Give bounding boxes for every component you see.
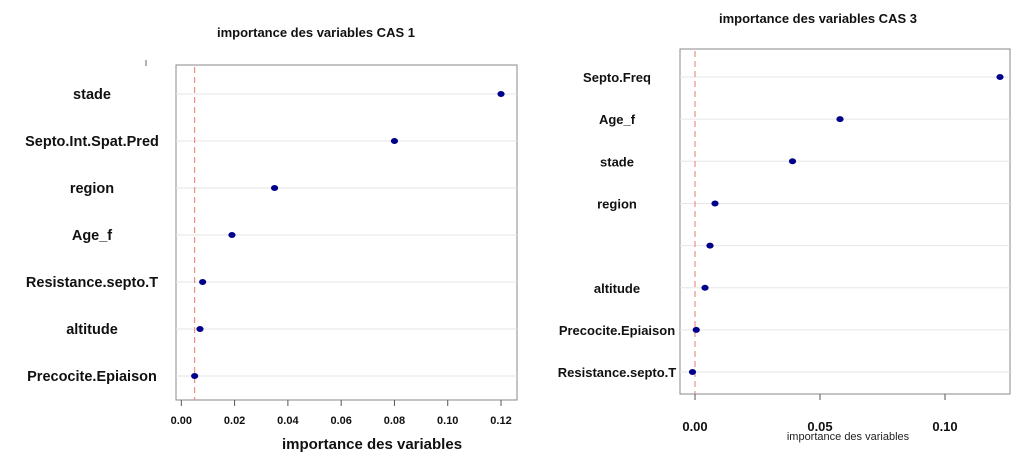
chart-1-tick-label: 0.00 (171, 415, 192, 427)
chart-1-point (199, 279, 207, 285)
chart-1-title: importance des variables CAS 1 (217, 25, 415, 40)
chart-1-category-label: region (70, 181, 114, 197)
chart-3-category-label: region (597, 196, 637, 211)
chart-3-tick-label: 0.00 (682, 419, 707, 434)
chart-3-point (692, 326, 700, 333)
chart-cas-1: importance des variables CAS 1 stade Sept… (25, 25, 518, 453)
chart-1-category-labels: stade Septo.Int.Spat.Pred region Age_f Resis… (25, 87, 159, 385)
chart-1-x-axis-label: importance des variables (282, 436, 462, 453)
chart-3-category-label: Resistance.septo.T (558, 365, 677, 380)
chart-1-points (191, 91, 505, 379)
chart-1-tick-label: 0.12 (490, 415, 511, 427)
chart-3-tick-label: 0.10 (932, 419, 957, 434)
chart-3-point (711, 200, 719, 207)
chart-1-category-label: Age_f (72, 228, 112, 244)
chart-1-tick-label: 0.10 (437, 415, 458, 427)
chart-3-category-label: Age_f (599, 112, 636, 127)
chart-1-point (497, 91, 505, 97)
chart-3-point (788, 158, 797, 165)
chart-1-category-label: Septo.Int.Spat.Pred (25, 134, 159, 150)
chart-3-category-label: Septo.Freq (583, 70, 651, 85)
chart-1-point (270, 185, 279, 191)
chart-3-category-label: stade (600, 154, 634, 169)
chart-1-point (390, 138, 399, 144)
chart-3-title: importance des variables CAS 3 (719, 11, 917, 26)
chart-3-point (701, 284, 709, 291)
chart-3-point (996, 74, 1004, 80)
chart-3-points (688, 74, 1004, 376)
chart-1-point (228, 232, 236, 238)
chart-1-point (191, 373, 199, 379)
chart-1-point (196, 326, 204, 332)
chart-1-tick-label: 0.02 (224, 415, 245, 427)
chart-1-tick-label: 0.06 (330, 415, 351, 427)
chart-3-point (688, 369, 697, 376)
chart-1-x-ticks: 0.00 0.02 0.04 0.06 0.08 0.10 0.12 (171, 400, 512, 427)
chart-3-x-ticks: 0.00 0.05 0.10 (682, 394, 958, 434)
chart-3-x-axis-label: importance des variables (787, 431, 910, 443)
chart-3-tick-label: 0.05 (807, 419, 832, 434)
chart-1-category-label: altitude (66, 322, 118, 338)
chart-1-grid (176, 93, 517, 377)
chart-3-grid (680, 76, 1010, 373)
chart-3-category-label: altitude (594, 281, 640, 296)
chart-1-tick-label: 0.08 (384, 415, 405, 427)
chart-cas-3: importance des variables CAS 3 Septo.Fre… (558, 11, 1011, 443)
chart-1-tick-label: 0.04 (277, 415, 299, 427)
chart-1-category-label: Precocite.Epiaison (27, 369, 157, 385)
chart-1-category-label: stade (73, 87, 111, 103)
chart-3-frame (679, 48, 1011, 395)
chart-3-category-label: Precocite.Epiaison (559, 323, 675, 338)
chart-1-frame (175, 64, 518, 401)
chart-3-point (706, 242, 714, 249)
chart-3-point (836, 116, 844, 123)
chart-1-category-label: Resistance.septo.T (26, 275, 158, 291)
